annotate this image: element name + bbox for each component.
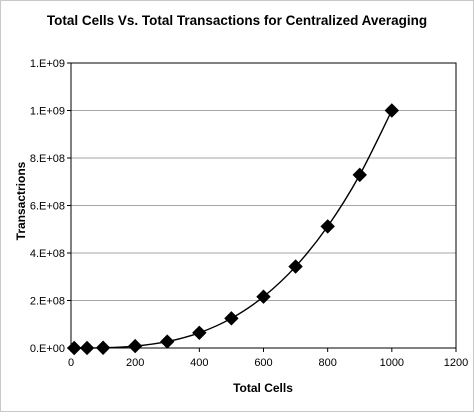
data-point-diamond (384, 103, 400, 118)
y-tick-label: 1.E+09 (30, 106, 65, 118)
data-point-diamond (288, 259, 303, 274)
data-point-diamond (352, 167, 367, 183)
x-tick-label: 600 (254, 357, 272, 369)
data-point-diamond (256, 289, 271, 304)
series-layer (67, 103, 400, 356)
chart-title: Total Cells Vs. Total Transactions for C… (47, 13, 427, 28)
y-tick-label: 2.E+08 (30, 296, 65, 308)
y-tick-label: 8.E+08 (30, 153, 65, 165)
data-point-diamond (67, 340, 82, 356)
x-tick-label: 1200 (444, 357, 468, 369)
x-tick-label: 1000 (380, 357, 404, 369)
y-axis-title: Transactrions (14, 161, 28, 240)
data-point-diamond (320, 219, 335, 234)
y-tick-label: 1.E+09 (30, 58, 65, 70)
y-tick-label: 0.E+00 (30, 343, 65, 355)
y-tick-label: 6.E+08 (30, 201, 65, 213)
x-tick-label: 400 (190, 357, 208, 369)
gridlines (71, 62, 456, 301)
axes (67, 62, 457, 352)
x-axis-title: Total Cells (233, 381, 293, 395)
data-point-diamond (127, 338, 143, 354)
data-point-diamond (192, 325, 207, 341)
data-point-diamond (224, 311, 239, 326)
data-point-diamond (160, 334, 175, 349)
x-tick-label: 200 (126, 357, 144, 369)
series-line (74, 110, 393, 349)
x-tick-label: 0 (68, 357, 74, 369)
x-tick-label: 800 (318, 357, 336, 369)
data-point-diamond (79, 340, 95, 356)
y-tick-label: 4.E+08 (30, 248, 65, 260)
tick-labels: 0.E+00 2.E+08 4.E+08 6.E+08 8.E+08 1.E+09 1.E+… (30, 58, 468, 369)
plot-area-frame (70, 62, 457, 349)
data-point-diamond (95, 340, 111, 355)
